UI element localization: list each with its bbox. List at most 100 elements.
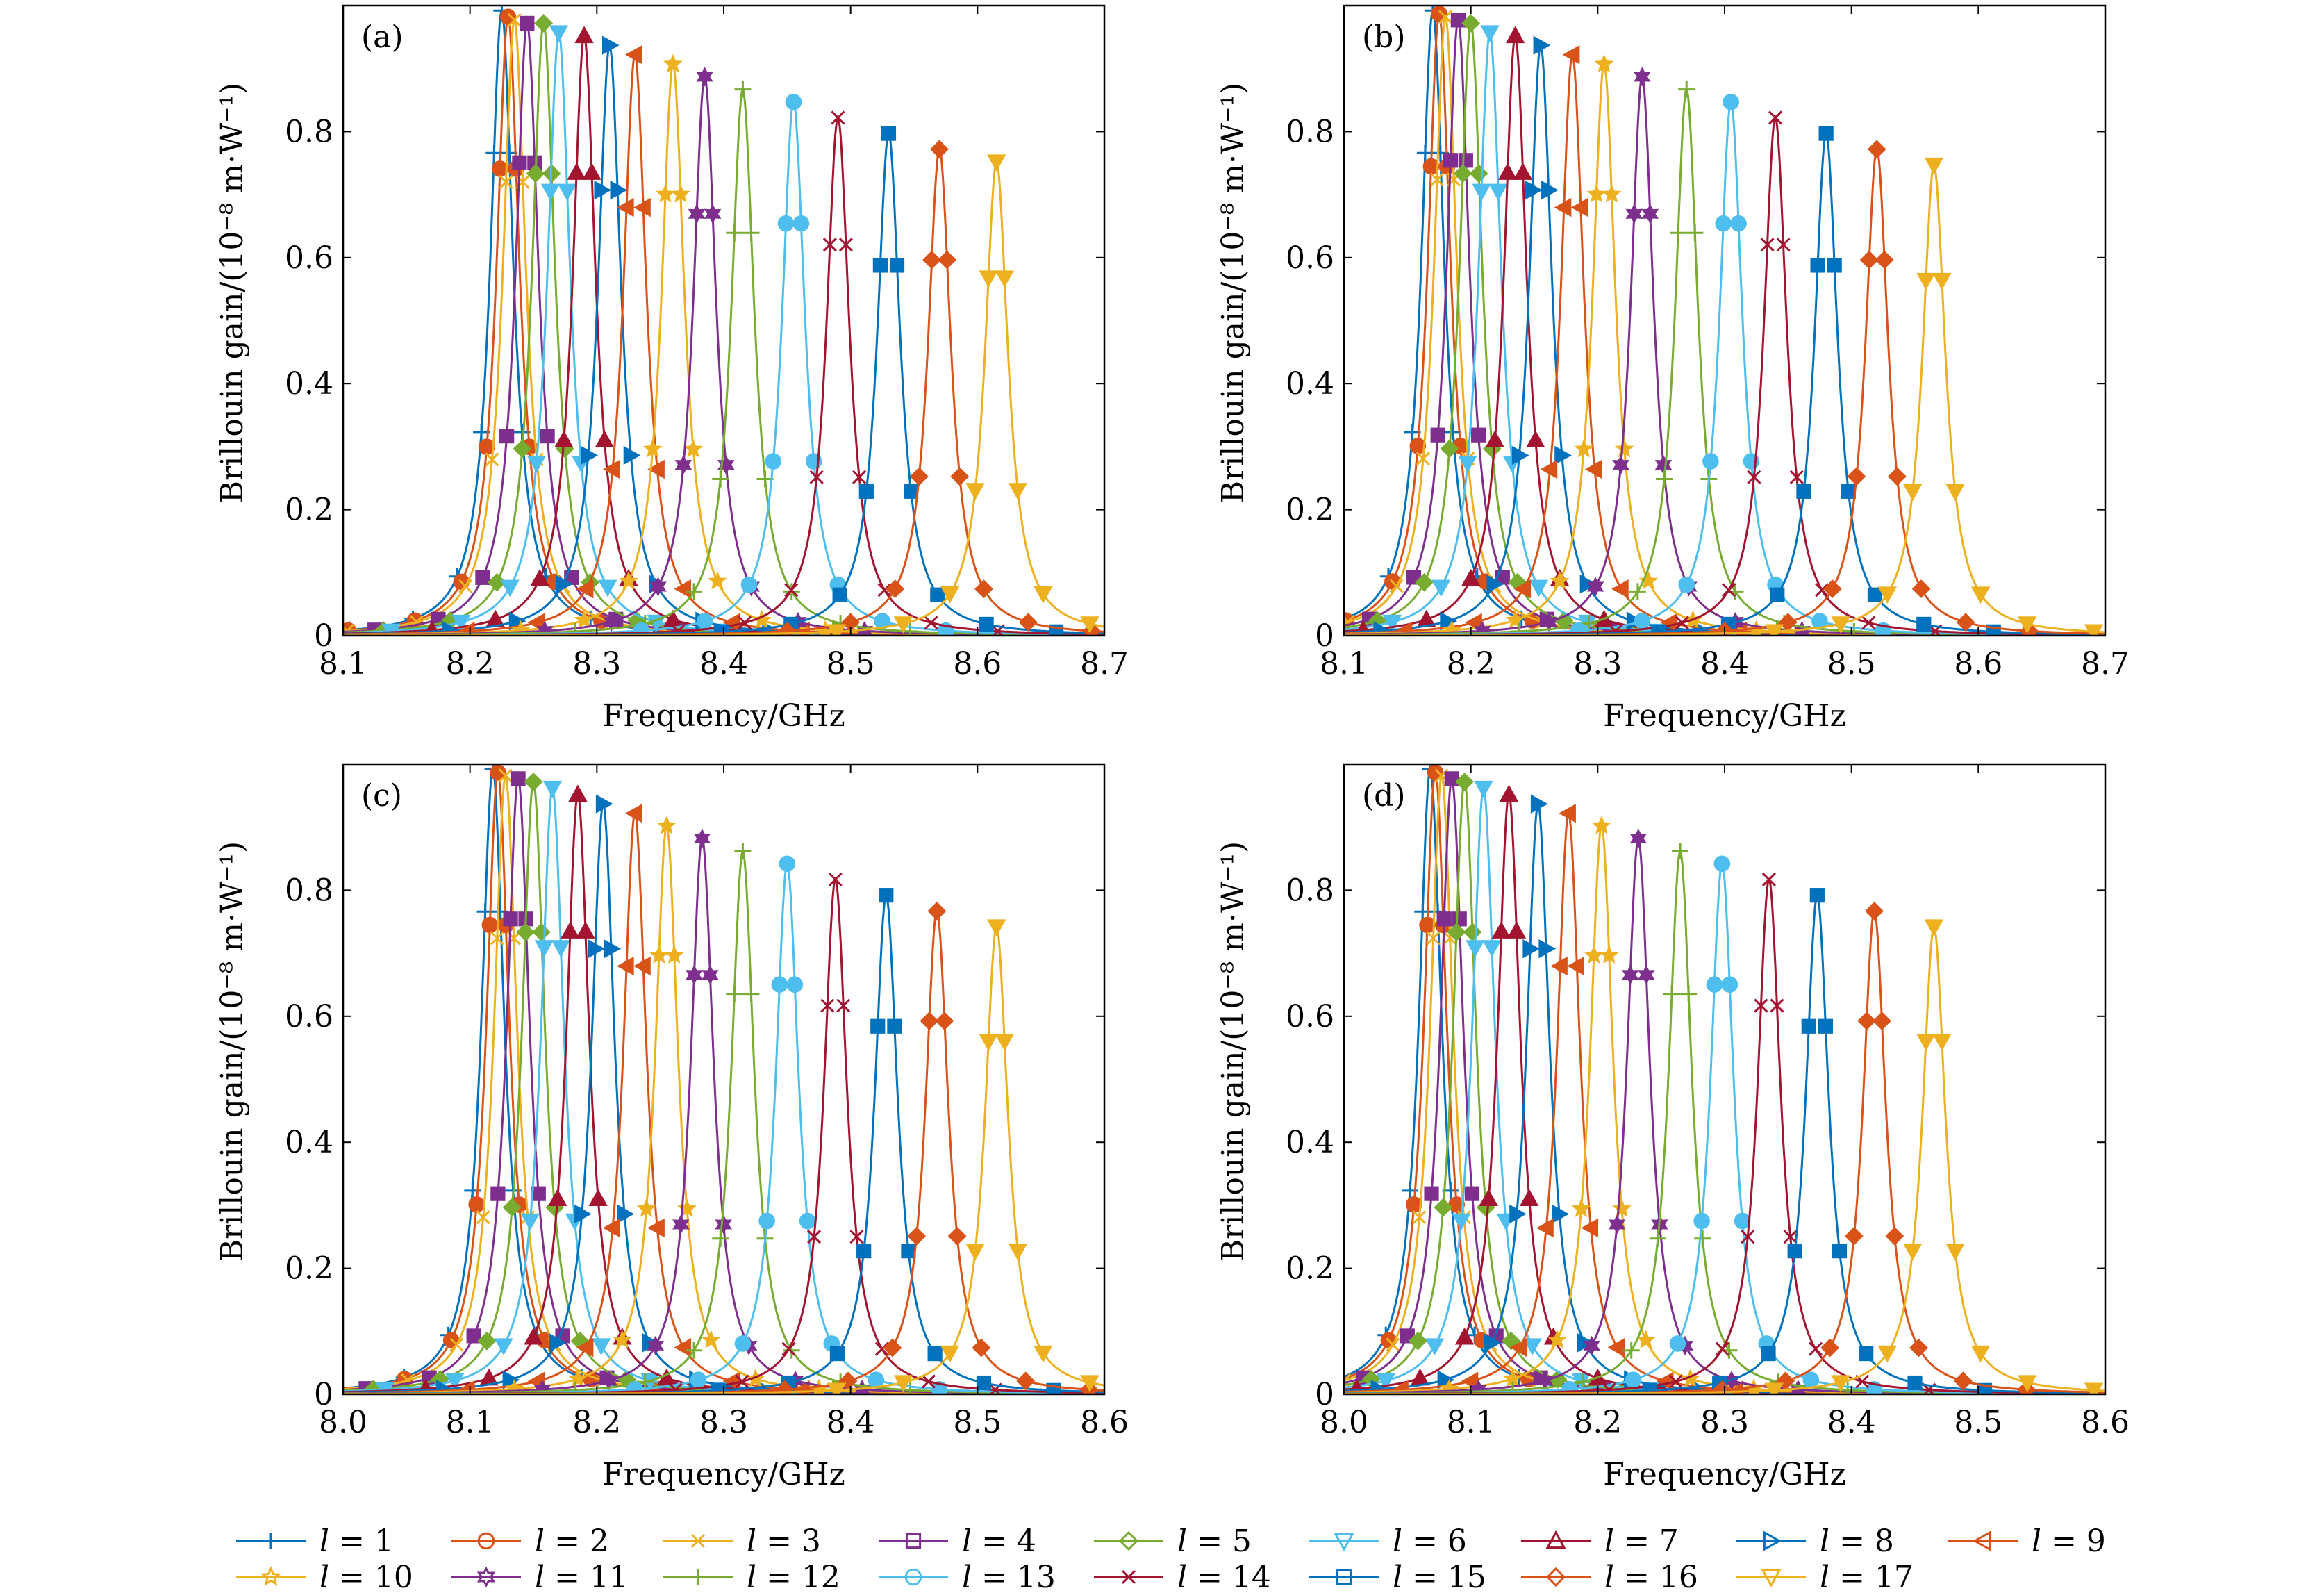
series-line-l10 <box>1344 63 2105 636</box>
data-point-l17 <box>987 919 1006 937</box>
data-point-l13 <box>1634 613 1651 629</box>
data-point-l13 <box>1730 215 1747 232</box>
data-point-l4 <box>1443 153 1459 168</box>
series-l9 <box>343 45 1104 636</box>
data-point-l15 <box>832 587 847 602</box>
data-point-l15 <box>979 616 994 632</box>
data-point-l14 <box>738 616 752 630</box>
data-point-l4 <box>499 429 515 444</box>
data-point-l15 <box>1761 1346 1776 1362</box>
data-point-l12 <box>1629 583 1646 600</box>
data-point-l17 <box>979 270 998 288</box>
y-tick-label: 0.2 <box>285 1251 333 1287</box>
data-point-l10 <box>708 570 727 590</box>
data-point-l7 <box>1505 26 1525 44</box>
data-point-l15 <box>889 258 905 273</box>
data-point-l8 <box>1525 180 1543 200</box>
data-point-l10 <box>1550 570 1570 590</box>
series-l11 <box>343 828 1104 1394</box>
data-point-l4 <box>531 1186 546 1201</box>
panel-label: (b) <box>1362 19 1406 55</box>
series-line-l3 <box>1344 13 2105 636</box>
series-l1 <box>343 764 1104 1394</box>
legend-entry-l15: l = 15 <box>1309 1560 1486 1593</box>
legend-label: l = 7 <box>1604 1524 1679 1559</box>
legend-label: l = 16 <box>1604 1560 1698 1593</box>
data-point-l3 <box>1426 931 1441 946</box>
series-line-l13 <box>343 101 1104 636</box>
legend-entry-l17: l = 17 <box>1736 1560 1914 1593</box>
data-point-l16 <box>1820 1338 1840 1357</box>
data-point-l7 <box>1519 1189 1539 1207</box>
data-point-l15 <box>872 258 888 273</box>
data-point-l12 <box>902 622 919 636</box>
data-point-l17 <box>1924 157 1944 175</box>
data-point-l14 <box>849 1230 864 1244</box>
data-point-l14 <box>806 1230 822 1244</box>
data-point-l7 <box>576 921 595 939</box>
data-point-l12 <box>734 81 752 98</box>
data-point-l4 <box>1452 911 1467 927</box>
data-point-l14 <box>1861 616 1876 630</box>
y-tick-label: 0.2 <box>285 493 333 528</box>
data-point-l14 <box>852 470 867 484</box>
series-line-l12 <box>343 850 1104 1394</box>
data-point-l8 <box>502 1370 520 1389</box>
data-point-l4 <box>540 429 555 444</box>
series-line-l4 <box>1344 17 2105 636</box>
data-point-l6 <box>1431 579 1451 597</box>
data-point-l5 <box>1461 13 1481 33</box>
data-point-l16 <box>909 467 929 486</box>
x-tick-label: 8.4 <box>699 646 748 682</box>
x-tick-label: 8.6 <box>1080 1405 1129 1440</box>
legend-entry-l4: l = 4 <box>879 1524 1036 1559</box>
data-point-l17 <box>827 1382 847 1394</box>
data-point-l11 <box>1622 965 1639 985</box>
plot-area <box>1344 6 2105 636</box>
data-point-l4 <box>503 911 518 927</box>
data-point-l14 <box>820 998 835 1013</box>
data-point-l10 <box>1636 1330 1656 1348</box>
data-point-l12 <box>1672 843 1689 860</box>
data-point-l11 <box>649 577 667 597</box>
data-point-l17 <box>1932 272 1952 290</box>
series-l13 <box>343 855 1104 1394</box>
x-tick-label: 8.4 <box>1700 646 1749 682</box>
data-point-l10 <box>574 610 594 629</box>
data-point-l17 <box>979 1034 998 1051</box>
series-line-l15 <box>343 131 1104 636</box>
y-tick-label: 0.4 <box>285 366 333 402</box>
data-point-l15 <box>858 484 874 499</box>
axes-frame <box>342 4 1106 637</box>
data-point-l10 <box>649 945 669 964</box>
data-point-l17 <box>1877 1345 1897 1363</box>
data-point-l6 <box>540 183 561 201</box>
series-l3 <box>343 768 1104 1394</box>
y-tick-label: 0 <box>1315 1377 1334 1412</box>
series-line-l4 <box>343 775 1104 1394</box>
data-point-l12 <box>1845 622 1863 636</box>
data-point-l13 <box>1715 215 1732 232</box>
data-point-l17 <box>1008 483 1028 500</box>
legend-entry-l11: l = 11 <box>451 1560 629 1593</box>
data-point-l4 <box>1424 1186 1439 1201</box>
data-point-l15 <box>904 484 919 499</box>
data-point-l17 <box>1970 1345 1991 1363</box>
series-line-l11 <box>343 76 1104 636</box>
legend-entry-l6: l = 6 <box>1309 1524 1467 1559</box>
data-point-l7 <box>1479 1189 1498 1207</box>
series-line-l6 <box>343 29 1104 636</box>
data-point-l9 <box>1660 613 1678 632</box>
data-point-l15 <box>1916 616 1932 632</box>
data-point-l9 <box>633 956 651 976</box>
legend-label: l = 2 <box>535 1524 609 1559</box>
data-point-l12 <box>1622 1342 1640 1359</box>
data-point-l14 <box>784 583 799 597</box>
x-tick-label: 8.2 <box>1573 1405 1622 1440</box>
data-point-l10 <box>642 439 663 458</box>
data-point-l11 <box>702 965 719 985</box>
data-point-l15 <box>1867 587 1883 602</box>
legend-label: l = 14 <box>1177 1560 1271 1593</box>
data-point-l11 <box>1641 204 1659 224</box>
data-point-l14 <box>838 238 853 252</box>
